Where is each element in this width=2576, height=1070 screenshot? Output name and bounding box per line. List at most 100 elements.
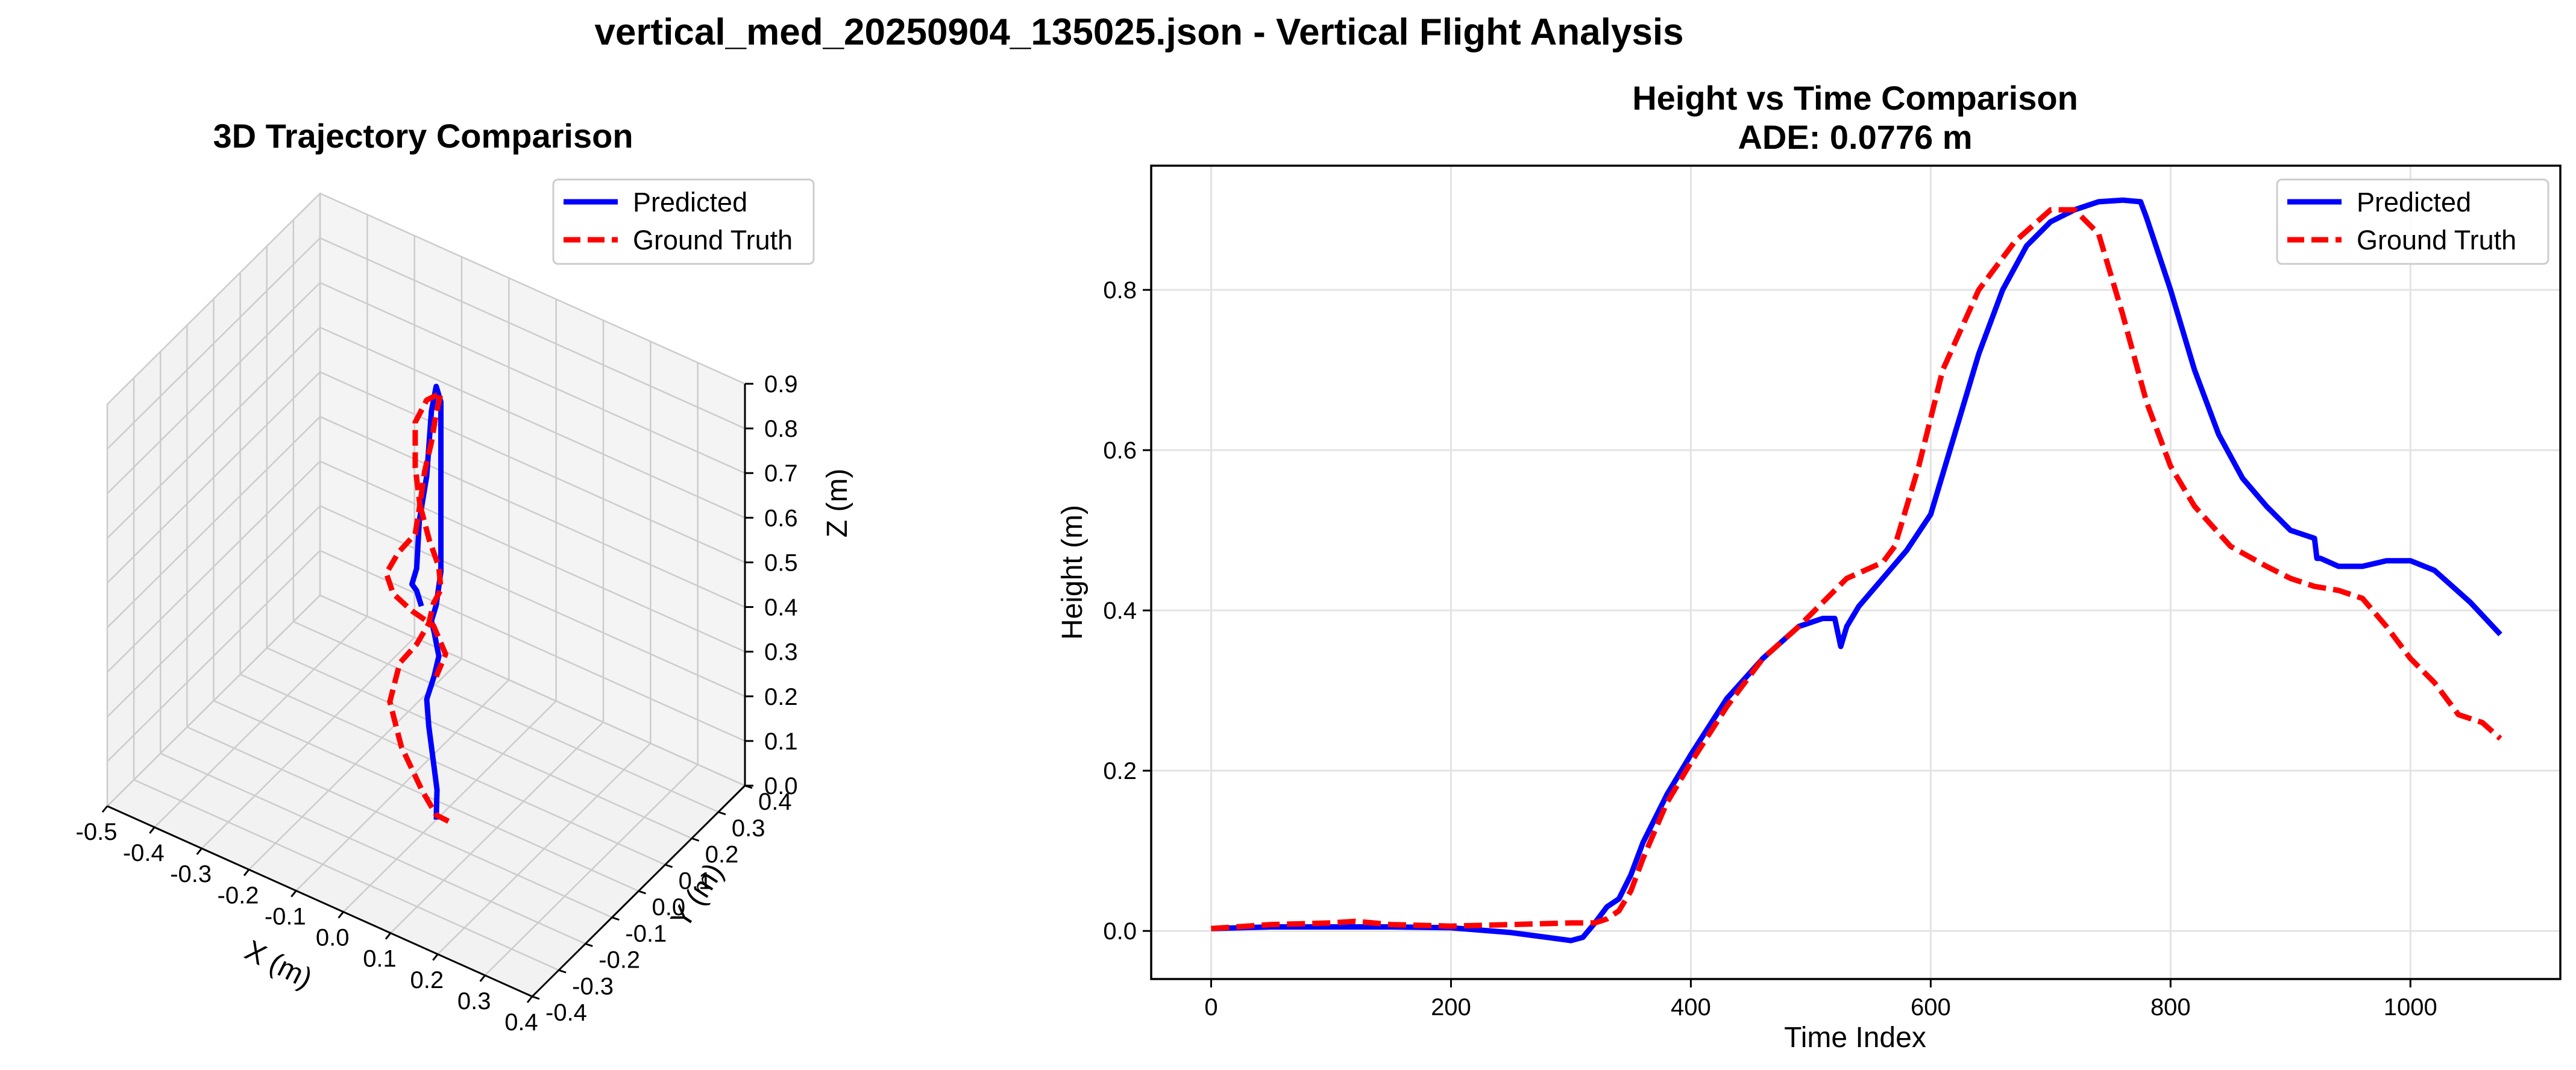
y-tick-mark	[532, 995, 540, 1000]
y-tick-label: 0.4	[1103, 598, 1137, 624]
chart-2d-xlabel: Time Index	[1784, 1022, 1926, 1054]
z-gridline-right	[319, 460, 746, 652]
y-tick-label: 0.2	[1103, 758, 1137, 784]
z-gridline-right	[319, 416, 746, 608]
z-gridline-right	[319, 237, 746, 430]
y-gridline-floor	[266, 647, 693, 839]
chart-2d-legend: Predicted Ground Truth	[2276, 178, 2549, 265]
figure-suptitle: vertical_med_20250904_135025.json - Vert…	[594, 11, 1683, 53]
x-tick-mark	[196, 848, 203, 856]
legend-3d-predicted-label: Predicted	[633, 187, 747, 217]
trajectory-3d-chart: 3D Trajectory Comparison -0.5-0.4-0.3-0.…	[76, 117, 853, 1036]
y-tick-mark	[718, 811, 726, 816]
legend-3d-frame	[552, 178, 815, 265]
z-gridline-left	[107, 416, 321, 628]
y-tick-label: -0.2	[598, 947, 640, 974]
x-tick-mark	[385, 932, 392, 940]
x-tick-label: 800	[2150, 994, 2191, 1021]
chart-2d-title: Height vs Time Comparison	[1632, 79, 2078, 117]
x-tick-label: 1000	[2384, 994, 2437, 1021]
x-tick-mark	[479, 974, 486, 982]
z-tick-label: 0.0	[764, 773, 798, 799]
legend-3d-groundtruth-label: Ground Truth	[633, 225, 793, 255]
y-tick-mark	[691, 837, 700, 842]
legend-2d-frame	[2276, 178, 2549, 265]
x-tick-label: 200	[1431, 994, 1471, 1021]
y-gridline-floor	[133, 779, 559, 971]
y-tick-label: 0.6	[1103, 437, 1137, 464]
y-tick-label: -0.1	[625, 921, 667, 947]
x-tick-label: 0.3	[457, 988, 491, 1015]
trajectory-predicted-line	[409, 383, 444, 820]
y-tick-label: 0.2	[705, 842, 739, 868]
z-gridline-right	[319, 192, 746, 385]
x-tick-label: 400	[1671, 994, 1711, 1021]
x-tick-label: -0.1	[265, 903, 306, 930]
z-gridline-left	[107, 327, 321, 539]
x-tick-label: -0.4	[123, 840, 165, 866]
y-gridline-floor	[160, 752, 586, 945]
height-vs-time-chart: Height vs Time Comparison ADE: 0.0776 m …	[1057, 79, 2562, 1054]
x-tick-mark	[149, 827, 156, 834]
y-tick-label: 0.8	[1103, 277, 1137, 304]
z-gridline-left	[107, 371, 321, 584]
x-tick-label: -0.2	[218, 882, 259, 909]
y-gridline-floor	[293, 621, 719, 813]
2d-series	[1211, 197, 2502, 943]
x-tick-label: 0	[1204, 994, 1217, 1021]
z-tick-label: 0.5	[764, 549, 798, 576]
z-tick-label: 0.7	[764, 460, 798, 487]
x-tick-mark	[526, 996, 533, 1003]
chart-3d-legend: Predicted Ground Truth	[552, 178, 815, 265]
z-gridline-left	[107, 595, 321, 807]
chart-3d-xlabel: X (m)	[240, 934, 318, 995]
3d-gridlines	[106, 192, 746, 998]
plot-area-frame	[1150, 164, 2562, 980]
x-tick-label: -0.3	[170, 861, 212, 887]
z-tick-label: 0.1	[764, 728, 798, 755]
2d-ticks: 0 200 400 600 800 1000 0.0 0.2 0.4 0.6 0.8	[1103, 277, 2437, 1021]
z-tick-label: 0.6	[764, 505, 798, 531]
y-tick-label: 0.0	[1103, 918, 1137, 945]
x-axis-line	[107, 805, 533, 998]
z-gridline-left	[107, 193, 321, 405]
z-gridline-right	[319, 505, 746, 697]
x-tick-label: 0.4	[504, 1009, 538, 1036]
x-tick-label: -0.5	[76, 819, 118, 845]
y-tick-label: 0.1	[679, 868, 712, 894]
z-tick-label: 0.3	[764, 639, 798, 666]
z-gridline-right	[319, 594, 746, 787]
y-tick-label: 0.4	[758, 789, 792, 815]
y-tick-mark	[611, 916, 620, 921]
trajectory-ground-truth-line	[383, 390, 450, 824]
x-tick-mark	[338, 911, 344, 919]
y-gridline-floor	[240, 674, 666, 866]
x-tick-mark	[101, 806, 108, 813]
x-tick-mark	[291, 890, 297, 898]
chart-3d-zlabel: Z (m)	[821, 469, 853, 538]
z-gridline-left	[107, 460, 321, 673]
x-tick-label: 0.2	[410, 967, 444, 993]
chart-3d-title: 3D Trajectory Comparison	[213, 117, 633, 155]
y-tick-label: 0.3	[732, 815, 765, 842]
z-tick-label: 0.4	[764, 595, 798, 621]
x-tick-mark	[243, 869, 250, 877]
3d-axes: -0.5-0.4-0.3-0.2-0.10.00.10.20.30.4 -0.4-…	[76, 371, 798, 1036]
legend-2d-groundtruth-label: Ground Truth	[2357, 225, 2516, 255]
legend-2d-predicted-label: Predicted	[2357, 187, 2471, 217]
2d-gridlines	[1151, 166, 2560, 979]
z-gridline-right	[319, 371, 746, 563]
x-tick-label: 0.0	[316, 925, 350, 951]
z-gridline-left	[107, 505, 321, 718]
y-tick-label: -0.4	[545, 1000, 587, 1026]
z-tick-label: 0.8	[764, 416, 798, 442]
z-gridline-left	[107, 550, 321, 762]
series-predicted-line	[1211, 197, 2502, 943]
y-tick-mark	[638, 890, 646, 895]
3d-trajectories	[383, 383, 450, 824]
y-tick-label: -0.3	[572, 973, 614, 1000]
x-tick-label: 600	[1911, 994, 1951, 1021]
z-gridline-right	[319, 327, 746, 519]
y-gridline-floor	[186, 726, 612, 918]
